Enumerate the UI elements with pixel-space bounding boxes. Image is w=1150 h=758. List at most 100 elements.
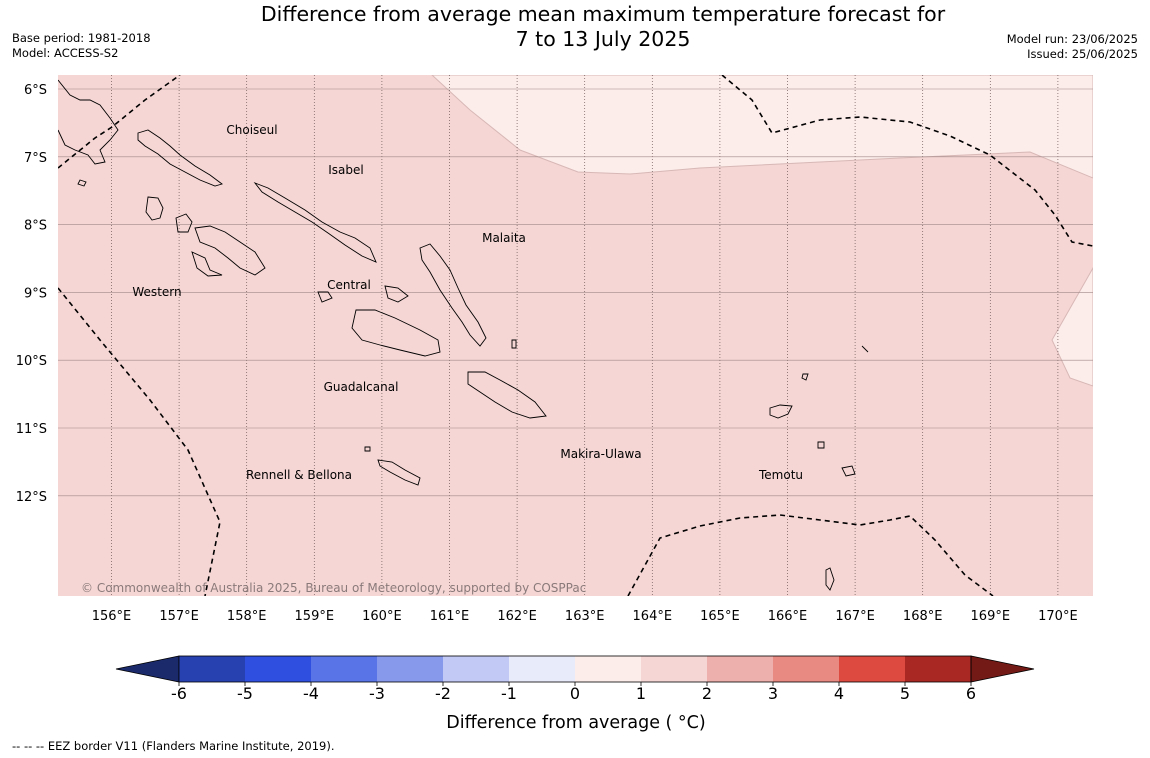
longitude-label: 162°E xyxy=(497,609,537,624)
eez-legend-note: -- -- -- EEZ border V11 (Flanders Marine… xyxy=(12,739,335,753)
longitude-label: 157°E xyxy=(159,609,199,624)
region-labels: Choiseul Isabel Malaita Western Central Guada… xyxy=(132,123,803,482)
model-run: Model run: 23/06/2025 xyxy=(1006,32,1138,46)
copyright-notice: © Commonwealth of Australia 2025, Bureau… xyxy=(81,581,586,595)
island-rennell xyxy=(377,459,421,486)
longitude-label: 164°E xyxy=(633,609,673,624)
colorbar-swatch xyxy=(641,656,707,682)
region-label: Temotu xyxy=(758,468,803,482)
colorbar-swatch xyxy=(377,656,443,682)
colorbar-swatch xyxy=(839,656,905,682)
island-vella-lavella xyxy=(145,196,164,221)
colorbar-tick-label: 2 xyxy=(702,684,712,703)
colorbar-tick-label: 0 xyxy=(570,684,580,703)
colorbar-tick-label: -4 xyxy=(303,684,319,703)
colorbar-swatch xyxy=(311,656,377,682)
colorbar-tick-label: -5 xyxy=(237,684,253,703)
chart-title: Difference from average mean maximum tem… xyxy=(150,2,1056,52)
longitude-label: 168°E xyxy=(903,609,943,624)
meta-left: Base period: 1981-2018 Model: ACCESS-S2 xyxy=(12,31,151,61)
region-label: Western xyxy=(132,285,181,299)
latitude-label: 10°S xyxy=(16,354,47,369)
colorbar-tick-label: 4 xyxy=(834,684,844,703)
longitude-label: 170°E xyxy=(1038,609,1078,624)
island-russell xyxy=(317,291,333,303)
region-label: Makira-Ulawa xyxy=(560,447,641,461)
colorbar-swatch xyxy=(245,656,311,682)
title-line-2: 7 to 13 July 2025 xyxy=(515,27,691,51)
coastlines xyxy=(58,79,869,591)
island-guadalcanal xyxy=(351,309,441,357)
island-duff xyxy=(801,373,809,381)
longitude-label: 166°E xyxy=(768,609,808,624)
colorbar: -6 -5 -4 -3 -2 -1 0 1 2 3 4 5 6 xyxy=(115,655,1035,703)
latitude-label: 6°S xyxy=(24,83,47,98)
longitude-labels: 156°E 157°E 158°E 159°E 160°E 161°E 162°E 163°E… xyxy=(92,609,1078,624)
island-small-nw xyxy=(77,179,87,187)
colorbar-tick-label: 1 xyxy=(636,684,646,703)
island-malaita xyxy=(419,243,487,347)
longitude-label: 160°E xyxy=(362,609,402,624)
longitude-label: 156°E xyxy=(92,609,132,624)
graticule xyxy=(58,75,1093,596)
colorbar-swatch xyxy=(773,656,839,682)
colorbar-swatch xyxy=(179,656,245,682)
latitude-label: 7°S xyxy=(24,151,47,166)
island-new-georgia xyxy=(194,225,266,276)
island-santa-cruz xyxy=(769,404,793,419)
island-utupua xyxy=(817,441,825,449)
island-rendova xyxy=(191,251,223,277)
island-ulawa xyxy=(511,339,517,349)
longitude-label: 159°E xyxy=(295,609,335,624)
colorbar-tick-label: -2 xyxy=(435,684,451,703)
region-label: Rennell & Bellona xyxy=(246,468,352,482)
longitude-label: 167°E xyxy=(835,609,875,624)
colorbar-tick-label: -6 xyxy=(171,684,187,703)
eez-border-ne xyxy=(721,75,1093,247)
island-bougainville xyxy=(58,79,119,165)
latitude-label: 8°S xyxy=(24,219,47,234)
longitude-label: 163°E xyxy=(565,609,605,624)
island-florida xyxy=(384,285,409,303)
base-period: Base period: 1981-2018 xyxy=(12,31,151,45)
meta-right: Model run: 23/06/2025 Issued: 25/06/2025 xyxy=(1007,32,1138,62)
anomaly-0-1-fill-north xyxy=(431,75,1093,179)
island-reef-isles xyxy=(861,345,869,353)
latitude-label: 11°S xyxy=(16,422,47,437)
colorbar-label: Difference from average ( °C) xyxy=(446,713,705,733)
longitude-label: 169°E xyxy=(971,609,1011,624)
issued-date: Issued: 25/06/2025 xyxy=(1027,47,1138,61)
region-label: Central xyxy=(327,278,371,292)
island-isabel xyxy=(253,181,377,263)
anomaly-0-1-fill-east xyxy=(1051,266,1093,387)
colorbar-tick-label: 5 xyxy=(900,684,910,703)
colorbar-tick-label: -1 xyxy=(501,684,517,703)
latitude-labels: 6°S 7°S 8°S 9°S 10°S 11°S 12°S xyxy=(16,83,47,505)
eez-border-se xyxy=(627,514,994,596)
colorbar-swatch xyxy=(443,656,509,682)
colorbar-tick-label: 3 xyxy=(768,684,778,703)
model-name: Model: ACCESS-S2 xyxy=(12,46,119,60)
eez-border-nw xyxy=(58,75,181,169)
title-line-1: Difference from average mean maximum tem… xyxy=(260,2,946,26)
longitude-label: 158°E xyxy=(227,609,267,624)
island-vanikoro xyxy=(841,465,856,477)
colorbar-swatch xyxy=(707,656,773,682)
longitude-label: 165°E xyxy=(700,609,740,624)
region-label: Malaita xyxy=(482,231,526,245)
latitude-label: 12°S xyxy=(16,490,47,505)
region-label: Guadalcanal xyxy=(324,380,399,394)
colorbar-tick-label: -3 xyxy=(369,684,385,703)
eez-borders xyxy=(58,75,1093,596)
region-label: Isabel xyxy=(328,163,363,177)
colorbar-swatch xyxy=(509,656,575,682)
colorbar-swatch xyxy=(575,656,641,682)
colorbar-swatch xyxy=(905,656,971,682)
island-kolombangara xyxy=(175,213,193,233)
region-label: Choiseul xyxy=(226,123,277,137)
colorbar-extend-max xyxy=(970,655,1035,683)
latitude-label: 9°S xyxy=(24,286,47,301)
island-bellona xyxy=(364,446,371,452)
island-choiseul xyxy=(137,129,223,187)
